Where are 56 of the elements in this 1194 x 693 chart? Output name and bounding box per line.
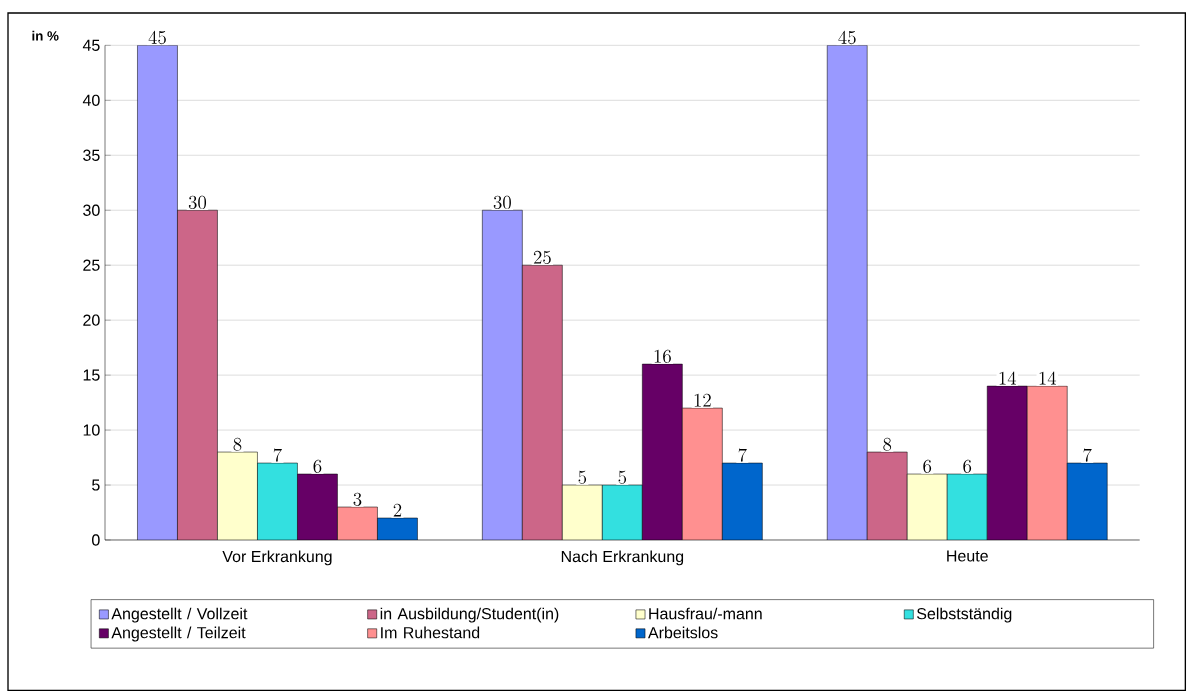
y-axis-title: in %	[32, 30, 59, 41]
data-label: 6	[313, 459, 322, 473]
x-tick-label: Heute	[947, 550, 988, 562]
data-label: 7	[1083, 448, 1092, 462]
y-tick-label: 30	[83, 204, 100, 216]
bar	[722, 463, 763, 540]
legend-label: Angestellt / Vollzeit	[111, 607, 248, 623]
data-label: 25	[533, 250, 551, 264]
data-label: 30	[493, 195, 511, 210]
data-label: 7	[273, 448, 282, 462]
bar	[137, 45, 178, 540]
bar	[682, 408, 723, 540]
data-label: 12	[694, 393, 711, 407]
y-tick-label: 25	[83, 259, 100, 271]
x-tick-label: Vor Erkrankung	[222, 550, 332, 566]
legend-label: Im Ruhestand	[381, 626, 480, 639]
data-label: 8	[883, 437, 892, 451]
bar	[522, 265, 563, 540]
bar	[482, 210, 523, 540]
y-tick-label: 35	[83, 149, 100, 161]
bar	[826, 45, 868, 540]
data-label: 30	[188, 195, 207, 210]
data-label: 3	[353, 492, 362, 506]
data-label: 6	[923, 459, 932, 473]
data-label: 8	[233, 437, 242, 451]
data-label: 2	[393, 503, 402, 517]
y-tick-label: 15	[83, 369, 100, 381]
bar	[337, 507, 378, 540]
y-tick-label: 40	[82, 94, 100, 106]
data-label: 45	[838, 30, 856, 45]
legend-label: in Ausbildung/Student(in)	[380, 607, 559, 623]
legend-label: Hausfrau/-mann	[649, 607, 762, 620]
bar	[986, 385, 1028, 540]
data-label: 14	[1039, 371, 1057, 385]
data-label: 7	[738, 448, 747, 462]
legend-label: Arbeitslos	[647, 626, 718, 639]
y-tick-label: 5	[92, 479, 100, 491]
bar	[297, 474, 338, 540]
legend-label: Angestellt / Teilzeit	[111, 626, 246, 642]
legend-label: Selbstständig	[917, 607, 1012, 623]
bar	[1026, 385, 1068, 540]
data-label: 5	[578, 470, 587, 484]
data-label: 16	[654, 349, 671, 363]
bar	[866, 451, 908, 540]
y-tick-label: 20	[83, 314, 100, 326]
bar	[177, 210, 218, 540]
y-tick-label: 10	[83, 424, 100, 436]
bar	[1066, 462, 1108, 540]
x-tick-label: Nach Erkrankung	[561, 550, 684, 566]
data-label: 14	[999, 371, 1017, 385]
y-tick-label: 45	[82, 39, 100, 51]
data-label: 6	[963, 459, 972, 473]
bar	[642, 364, 683, 540]
y-tick-label: 0	[92, 534, 100, 546]
data-label: 45	[148, 30, 166, 45]
data-label: 5	[618, 470, 627, 484]
